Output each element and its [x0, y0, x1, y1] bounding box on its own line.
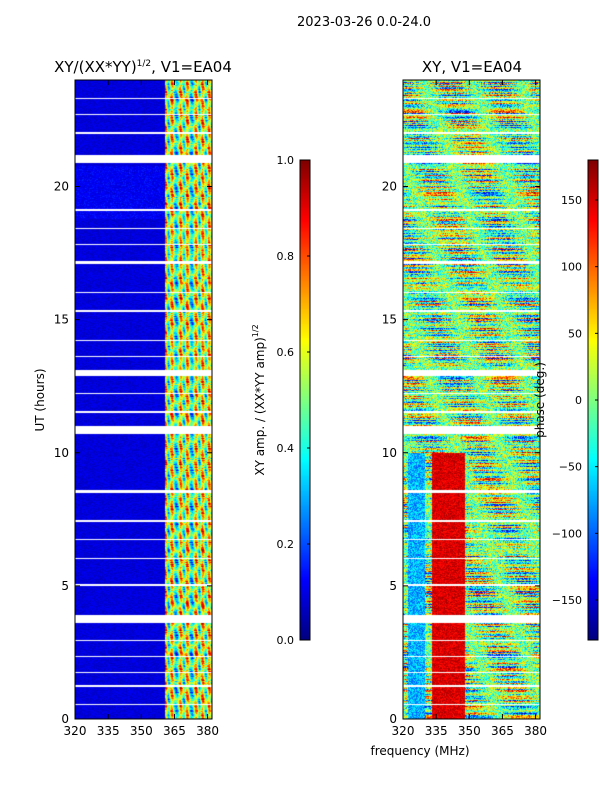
amp-colorbar-tick-label: 0.0: [277, 634, 295, 647]
phase-y-tick-label: 5: [389, 579, 397, 593]
phase-colorbar-image: [588, 160, 598, 640]
amp-x-tick-label: 350: [130, 724, 153, 738]
amp-colorbar-frame: [299, 159, 311, 641]
amp-y-tick-label: 0: [61, 712, 69, 726]
amp-y-ticks: 0 5 10 15 20: [54, 180, 212, 726]
amp-colorbar-label: XY amp. / (XX*YY amp)1/2: [251, 324, 267, 475]
phase-axes-frame: [402, 79, 541, 720]
figure-suptitle: 2023-03-26 0.0-24.0: [297, 15, 431, 30]
amp-colorbar-tick-label: 0.4: [277, 442, 295, 455]
amp-colorbar-ticks: 0.0 0.2 0.4 0.6 0.8 1.0: [277, 154, 310, 647]
amp-heatmap-image: [75, 80, 212, 719]
phase-heatmap-image: [403, 80, 540, 719]
amp-y-tick-label: 10: [54, 446, 69, 460]
phase-y-tick-label: 15: [382, 313, 397, 327]
amp-x-tick-label: 380: [196, 724, 219, 738]
amp-colorbar-image: [300, 160, 310, 640]
phase-x-tick-label: 320: [392, 724, 415, 738]
phase-x-tick-label: 365: [491, 724, 514, 738]
phase-colorbar-tick-label: 50: [568, 327, 582, 340]
amp-colorbar-tick-label: 0.2: [277, 538, 295, 551]
phase-colorbar-tick-label: −100: [552, 527, 582, 540]
phase-y-ticks: 0 5 10 15 20: [382, 180, 540, 726]
phase-x-axis-label: frequency (MHz): [370, 744, 469, 758]
phase-colorbar-tick-label: −50: [559, 461, 582, 474]
phase-colorbar-tick-label: 100: [561, 261, 582, 274]
phase-colorbar-ticks: −150 −100 −50 0 50 100 150: [552, 194, 598, 607]
amp-x-tick-label: 320: [64, 724, 87, 738]
phase-y-tick-label: 20: [382, 180, 397, 194]
phase-x-tick-label: 380: [524, 724, 547, 738]
amp-colorbar: 0.0 0.2 0.4 0.6 0.8 1.0 XY amp. / (XX*YY amp)…: [251, 154, 311, 647]
phase-panel: XY, V1=EA04 320 335 350 365 380 0 5 10 15 20 fre…: [370, 58, 547, 758]
amp-panel: XY/(XX*YY)1/2, V1=EA04 320 335 350 365 380 0…: [33, 58, 232, 738]
phase-colorbar-tick-label: 150: [561, 194, 582, 207]
phase-colorbar-tick-label: 0: [575, 394, 582, 407]
amp-y-tick-label: 20: [54, 180, 69, 194]
amp-y-axis-label: UT (hours): [33, 368, 47, 431]
amp-x-ticks: 320 335 350 365 380: [64, 80, 219, 738]
phase-colorbar: −150 −100 −50 0 50 100 150 phase (deg.): [533, 159, 599, 641]
phase-title: XY, V1=EA04: [422, 58, 522, 76]
amp-y-tick-label: 5: [61, 579, 69, 593]
phase-colorbar-tick-label: −150: [552, 594, 582, 607]
phase-y-tick-label: 0: [389, 712, 397, 726]
amp-x-tick-label: 335: [97, 724, 120, 738]
amp-colorbar-tick-label: 0.6: [277, 346, 295, 359]
phase-colorbar-label: phase (deg.): [533, 362, 547, 438]
phase-x-ticks: 320 335 350 365 380: [392, 80, 547, 738]
amp-colorbar-tick-label: 0.8: [277, 250, 295, 263]
amp-x-tick-label: 365: [163, 724, 186, 738]
amp-colorbar-tick-label: 1.0: [277, 154, 295, 167]
phase-y-tick-label: 10: [382, 446, 397, 460]
amp-title: XY/(XX*YY)1/2, V1=EA04: [54, 58, 232, 76]
phase-x-tick-label: 335: [425, 724, 448, 738]
amp-axes-frame: [74, 79, 213, 720]
phase-x-tick-label: 350: [458, 724, 481, 738]
amp-y-tick-label: 15: [54, 313, 69, 327]
